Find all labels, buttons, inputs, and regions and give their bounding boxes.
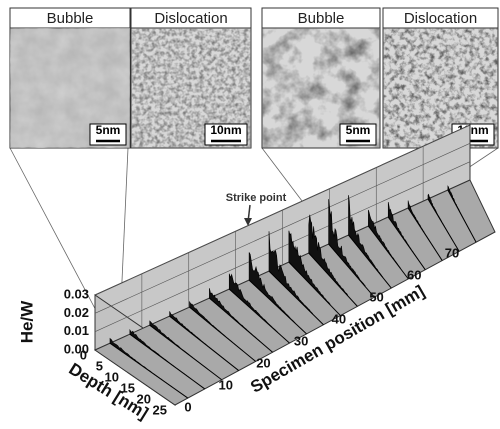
profile-base	[248, 279, 307, 335]
annotation: Strike point	[226, 192, 287, 204]
profile-base	[308, 252, 358, 307]
profile-base	[189, 306, 256, 362]
profile-base	[447, 189, 477, 243]
position-tick-label: 50	[369, 289, 383, 304]
connector	[9, 147, 101, 319]
y-axis-label: He/W	[17, 300, 36, 343]
panel-label: Bubble	[47, 10, 94, 27]
profile-base	[169, 315, 239, 371]
position-tick-label: 0	[184, 399, 191, 414]
y-tick-label: 0.00	[64, 341, 89, 356]
micrograph-panels: Bubble 5nm Dislocation 10nm Bubble 5nm Disloca…	[9, 7, 499, 326]
position-tick-label: 10	[218, 377, 232, 392]
profile	[328, 199, 366, 288]
scale-label: 10nm	[210, 123, 241, 137]
panel-label: Bubble	[298, 10, 345, 27]
y-tick-label: 0.03	[64, 286, 89, 301]
position-tick-label: 20	[256, 355, 270, 370]
profile-base	[387, 216, 426, 271]
profile	[308, 214, 348, 297]
depth-tick-label: 15	[121, 380, 135, 395]
profile-base	[367, 225, 409, 280]
arrow-head	[244, 218, 252, 226]
profile-base	[129, 333, 206, 390]
profile-base	[427, 198, 460, 252]
position-tick-label: 40	[332, 311, 346, 326]
panel-label: Dislocation	[404, 10, 477, 27]
profile	[288, 230, 331, 306]
profile-base	[348, 234, 392, 289]
depth-tick-label: 0	[80, 347, 87, 362]
depth-tick-label: 25	[153, 402, 167, 417]
profile-base	[109, 342, 189, 399]
position-tick-label: 60	[407, 267, 421, 282]
profile-base	[407, 207, 443, 261]
scale-label: 5nm	[346, 123, 371, 137]
profile-base	[328, 243, 375, 298]
y-tick-label: 0.02	[64, 305, 89, 320]
profile-base	[288, 261, 341, 316]
depth-tick-label: 10	[105, 369, 119, 384]
y-tick-label: 0.01	[64, 323, 89, 338]
scale-label: 5nm	[96, 123, 121, 137]
depth-tick-label: 20	[137, 391, 151, 406]
panel-label: Dislocation	[154, 10, 227, 27]
profile-base	[149, 324, 223, 381]
profile-base	[268, 270, 324, 326]
profile-base	[228, 288, 290, 344]
position-tick-label: 70	[445, 245, 459, 260]
depth-tick-label: 5	[96, 358, 103, 373]
position-tick-label: 30	[294, 333, 308, 348]
profile	[268, 231, 313, 315]
profile-base	[209, 297, 273, 353]
